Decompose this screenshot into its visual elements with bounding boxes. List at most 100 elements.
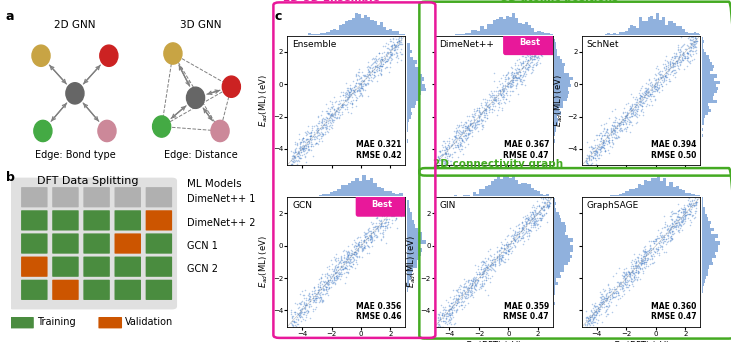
Point [658,224,670,230]
Point [304,301,316,307]
Point [370,223,382,229]
Point [358,74,370,79]
Point [587,311,599,317]
Point [448,149,460,154]
Point [388,41,400,47]
Point [524,60,536,66]
Point [517,233,529,239]
Point [490,97,501,102]
Point [310,135,322,140]
Point [658,234,670,239]
Point [613,122,624,128]
Point [539,38,550,44]
Point [688,42,700,48]
Point [449,149,461,154]
Point [456,136,468,142]
Point [447,312,458,318]
Point [624,105,636,110]
Point [310,141,322,146]
Bar [355,13,357,35]
Point [678,213,690,219]
Bar [376,25,380,35]
Point [393,35,405,40]
Point [628,272,640,277]
Point [615,127,626,132]
Bar [547,34,550,35]
Point [596,144,608,149]
Point [381,205,393,211]
Point [461,289,473,294]
Point [311,296,323,301]
Point [389,34,401,39]
Point [455,290,467,295]
Point [519,58,531,64]
Point [392,31,404,36]
Point [606,291,618,297]
Point [588,314,600,320]
Point [651,247,662,252]
Point [456,130,468,135]
Point [631,111,643,117]
Point [342,95,354,101]
Point [349,251,360,256]
Point [630,100,642,105]
Point [529,224,541,230]
Point [535,218,547,223]
Point [440,159,452,165]
Point [624,114,636,119]
Point [527,217,539,223]
Point [477,122,488,127]
Point [330,270,341,275]
Point [316,133,327,138]
Bar [702,276,706,279]
Point [374,218,386,223]
Point [444,311,455,317]
Point [592,304,604,310]
Point [616,285,628,290]
Point [355,85,367,90]
Point [529,209,541,215]
Point [498,86,510,91]
Point [345,253,357,258]
Point [295,141,306,146]
Point [531,211,543,216]
Point [582,320,594,326]
Point [541,196,553,201]
Point [452,143,464,148]
Point [322,123,333,129]
Point [390,216,402,222]
Point [300,132,311,137]
Point [334,258,346,264]
Point [630,101,642,106]
Point [450,129,461,134]
Point [622,284,634,289]
Point [364,65,376,70]
Point [487,103,499,109]
Point [588,315,599,320]
Point [539,43,550,48]
Point [343,251,355,256]
Point [637,247,648,252]
Point [685,41,697,47]
Bar [406,272,412,276]
Point [296,299,308,304]
Point [613,128,625,133]
Point [386,213,398,219]
Point [542,199,553,205]
Point [542,194,553,199]
Point [601,127,613,132]
Point [650,237,662,242]
Point [438,145,450,150]
Point [381,216,393,222]
Point [343,260,355,265]
Point [537,40,549,45]
Point [336,105,347,110]
Point [635,260,646,265]
Point [306,123,318,129]
Point [507,72,519,78]
Point [479,100,491,105]
Point [479,261,491,266]
Point [664,226,676,231]
Point [382,225,393,230]
Point [304,133,316,139]
